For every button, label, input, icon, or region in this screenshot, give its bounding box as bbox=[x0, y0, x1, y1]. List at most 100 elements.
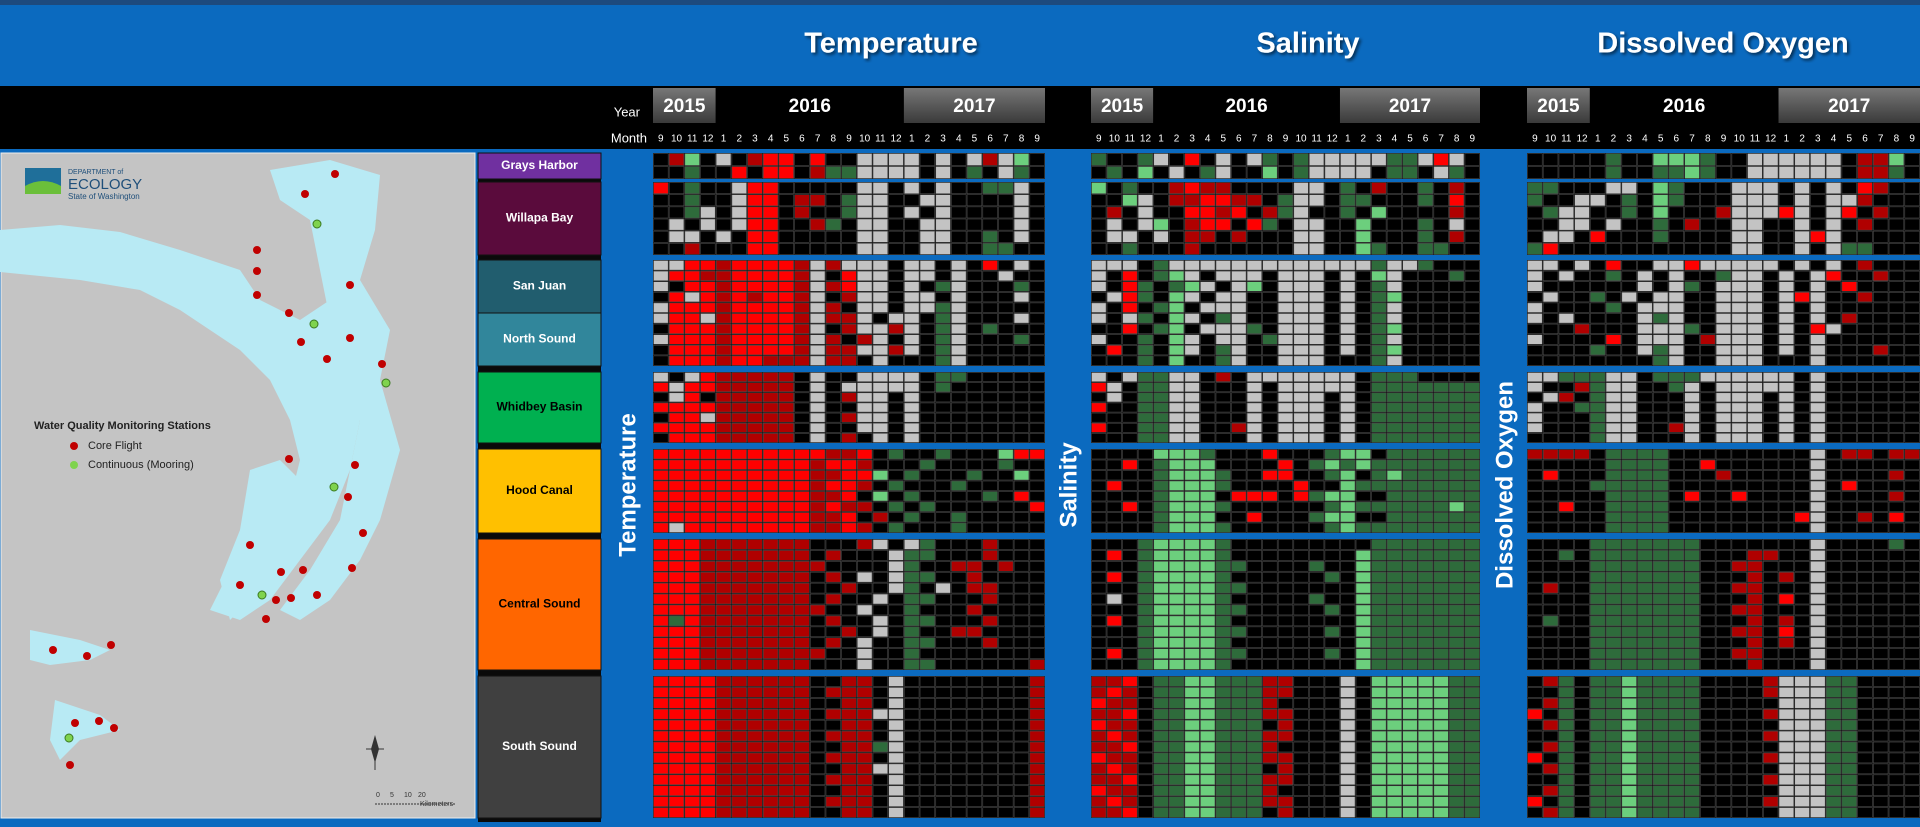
heatmap-cell bbox=[700, 582, 716, 594]
heatmap-cell bbox=[919, 281, 936, 292]
heatmap-cell bbox=[1904, 382, 1920, 393]
heatmap-cell bbox=[1668, 470, 1684, 481]
heatmap-cell bbox=[809, 449, 826, 460]
heatmap-cell bbox=[1402, 785, 1418, 796]
heatmap-cell bbox=[1731, 392, 1747, 403]
heatmap-cell bbox=[1137, 763, 1154, 775]
heatmap-cell bbox=[668, 491, 685, 502]
heatmap-cell bbox=[747, 334, 763, 345]
heatmap-cell bbox=[1122, 206, 1138, 219]
heatmap-cell bbox=[1558, 807, 1574, 818]
heatmap-cell bbox=[668, 218, 685, 231]
heatmap-cell bbox=[731, 698, 747, 709]
heatmap-cell bbox=[1810, 392, 1826, 403]
heatmap-cell bbox=[872, 719, 889, 731]
heatmap-cell bbox=[1013, 182, 1030, 194]
heatmap-cell bbox=[1029, 491, 1045, 502]
heatmap-cell bbox=[1215, 206, 1231, 219]
heatmap-cell bbox=[1763, 243, 1779, 255]
heatmap-cell bbox=[1293, 741, 1309, 753]
heatmap-cell bbox=[1904, 230, 1920, 243]
heatmap-cell bbox=[1825, 218, 1842, 231]
heatmap-cell bbox=[809, 676, 826, 687]
heatmap-cell bbox=[1433, 763, 1449, 775]
heatmap-cell bbox=[1574, 260, 1590, 271]
heatmap-cell bbox=[1747, 291, 1763, 303]
heatmap-cell bbox=[1293, 604, 1309, 616]
heatmap-cell bbox=[1558, 323, 1574, 335]
heatmap-cell bbox=[1029, 604, 1045, 616]
heatmap-cell bbox=[1637, 372, 1653, 382]
heatmap-cell bbox=[1122, 480, 1138, 491]
heatmap-cell bbox=[1231, 334, 1247, 345]
heatmap-cell bbox=[684, 194, 700, 207]
heatmap-cell bbox=[1731, 344, 1747, 356]
heatmap-cell bbox=[888, 166, 904, 179]
heatmap-cell bbox=[1715, 480, 1732, 491]
heatmap-cell bbox=[1013, 615, 1030, 627]
heatmap-cell bbox=[1417, 355, 1434, 366]
heatmap-cell bbox=[1888, 561, 1905, 572]
heatmap-cell bbox=[1778, 796, 1795, 807]
heatmap-cell bbox=[857, 763, 873, 775]
heatmap-cell bbox=[888, 741, 904, 753]
heatmap-cell bbox=[888, 372, 904, 382]
heatmap-cell bbox=[653, 648, 669, 659]
heatmap-cell bbox=[1169, 459, 1185, 470]
heatmap-cell bbox=[1857, 626, 1873, 638]
heatmap-cell bbox=[919, 785, 936, 796]
heatmap-cell bbox=[1684, 449, 1700, 460]
month-label: 11 bbox=[875, 134, 886, 145]
heatmap-cell bbox=[762, 291, 779, 303]
heatmap-cell bbox=[1464, 302, 1480, 313]
heatmap-cell bbox=[919, 593, 936, 605]
heatmap-cell bbox=[841, 785, 857, 796]
heatmap-cell bbox=[1122, 785, 1138, 796]
heatmap-cell bbox=[1200, 604, 1216, 616]
heatmap-cell bbox=[1309, 449, 1325, 460]
heatmap-cell bbox=[857, 218, 873, 231]
heatmap-cell bbox=[1293, 433, 1309, 443]
heatmap-cell bbox=[1747, 243, 1763, 255]
heatmap-cell bbox=[715, 796, 732, 807]
heatmap-cell bbox=[1386, 582, 1403, 594]
heatmap-cell bbox=[1794, 752, 1810, 764]
heatmap-cell bbox=[747, 260, 763, 271]
heatmap-cell bbox=[1402, 230, 1418, 243]
heatmap-cell bbox=[1293, 459, 1309, 470]
heatmap-cell bbox=[1605, 648, 1622, 659]
heatmap-cell bbox=[1153, 153, 1169, 166]
heatmap-cell bbox=[1778, 402, 1795, 413]
heatmap-cell bbox=[1668, 449, 1684, 460]
heatmap-cell bbox=[857, 302, 873, 313]
heatmap-cell bbox=[1386, 708, 1403, 720]
heatmap-cell bbox=[888, 230, 904, 243]
heatmap-cell bbox=[1153, 470, 1169, 481]
heatmap-cell bbox=[1137, 648, 1154, 659]
heatmap-cell bbox=[966, 752, 983, 764]
heatmap-cell bbox=[1731, 561, 1747, 572]
heatmap-cell bbox=[1231, 153, 1247, 166]
heatmap-cell bbox=[1433, 392, 1449, 403]
heatmap-cell bbox=[1355, 604, 1371, 616]
heatmap-cell bbox=[1873, 785, 1889, 796]
heatmap-cell bbox=[1684, 243, 1700, 255]
heatmap-cell bbox=[1904, 243, 1920, 255]
heatmap-cell bbox=[1184, 539, 1200, 550]
heatmap-cell bbox=[935, 194, 951, 207]
heatmap-cell bbox=[1386, 807, 1403, 818]
heatmap-cell bbox=[1386, 372, 1403, 382]
heatmap-cell bbox=[998, 807, 1014, 818]
heatmap-cell bbox=[1668, 615, 1684, 627]
heatmap-cell bbox=[904, 243, 920, 255]
heatmap-cell bbox=[1763, 281, 1779, 292]
heatmap-cell bbox=[747, 796, 763, 807]
heatmap-cell bbox=[1464, 539, 1480, 550]
heatmap-cell bbox=[1277, 719, 1294, 731]
heatmap-cell bbox=[1231, 243, 1247, 255]
heatmap-cell bbox=[1841, 676, 1857, 687]
heatmap-cell bbox=[1262, 698, 1278, 709]
heatmap-cell bbox=[794, 281, 810, 292]
heatmap-cell bbox=[1778, 392, 1795, 403]
heatmap-cell bbox=[747, 230, 763, 243]
